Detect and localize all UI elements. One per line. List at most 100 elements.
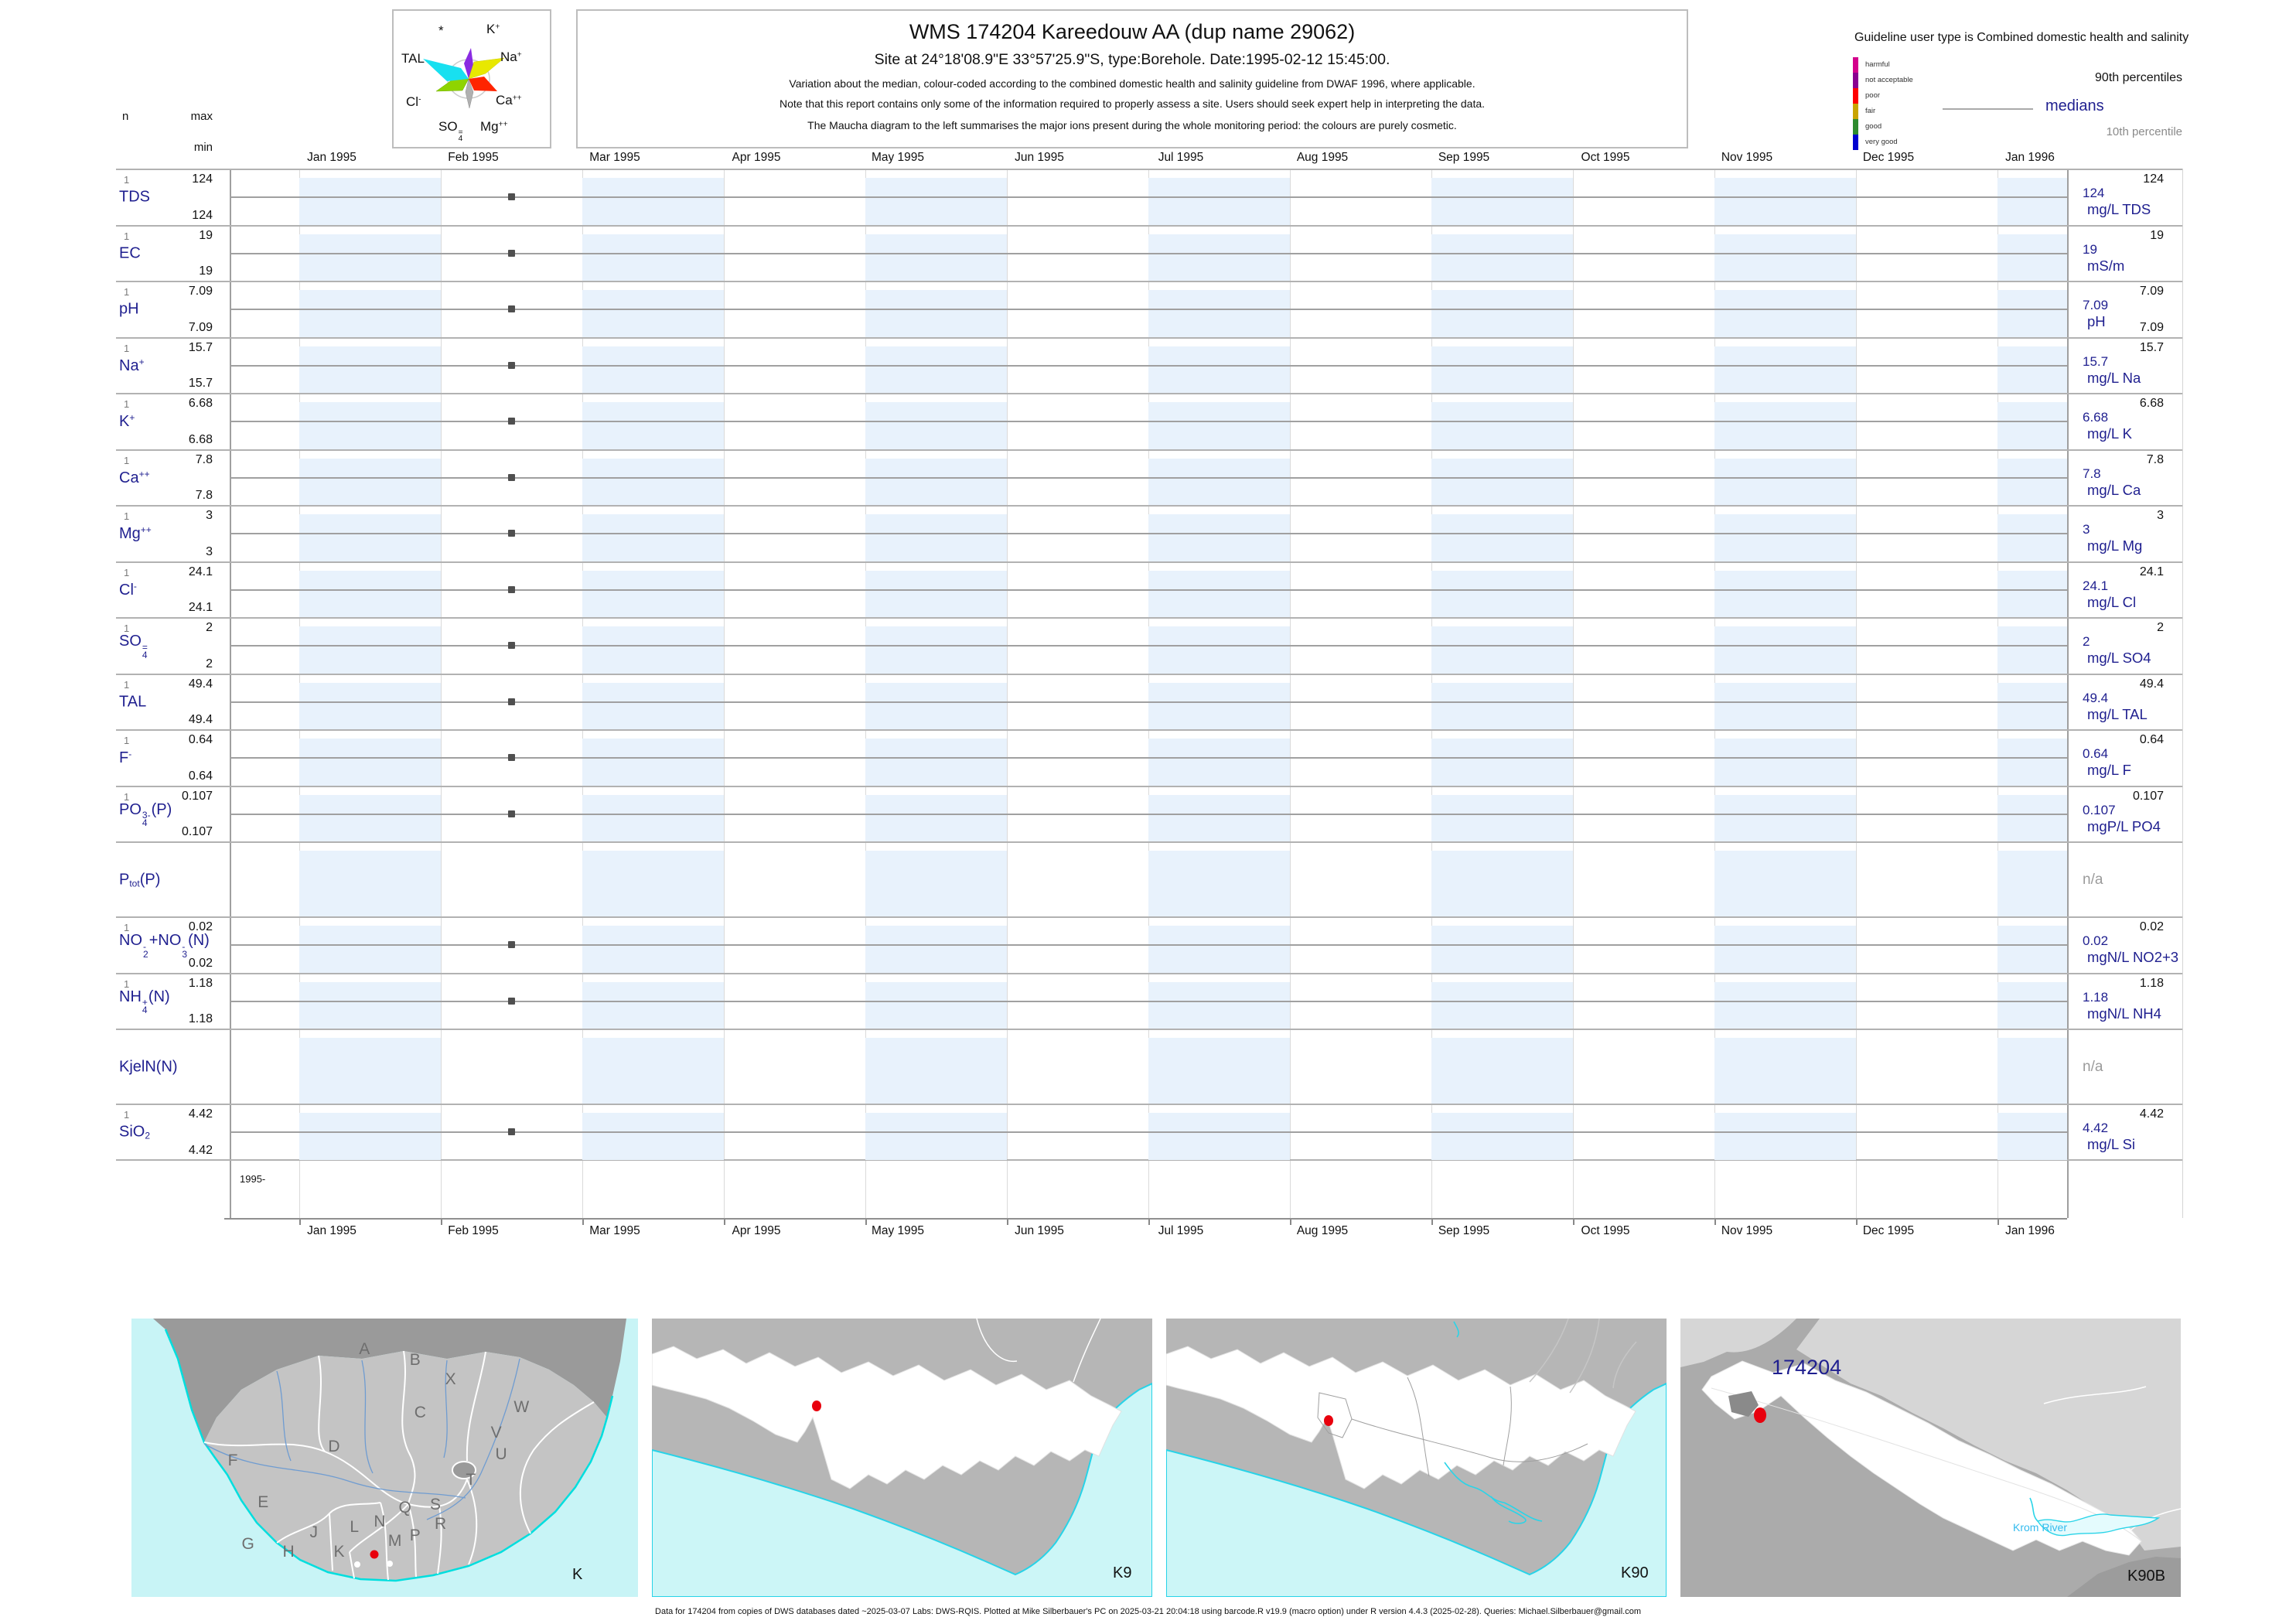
estuary-notch-1 [354, 1561, 360, 1568]
min-value: 7.09 [188, 320, 213, 334]
median-value: 7.8 [2083, 466, 2101, 481]
shaded-month-band [299, 178, 441, 225]
shaded-month-band [582, 290, 724, 337]
maucha-wedge-cl [435, 78, 469, 92]
region-letter-T: T [466, 1470, 476, 1489]
min-value: 0.107 [181, 825, 213, 838]
shaded-month-band [582, 626, 724, 674]
parameter-row-PO4: 1 0.107 0.107 PO 3- 4 (P) 0.107 0.107 mgP/L PO4 [116, 785, 2182, 841]
maucha-label-Mg: Mg++ [480, 119, 508, 134]
shaded-month-band [1997, 290, 2067, 337]
parameter-label: SO = 4 [119, 633, 148, 660]
shaded-month-band [1714, 346, 1856, 393]
median-line [230, 944, 2067, 947]
unit-label: mg/L Si [2087, 1136, 2136, 1152]
region-letter-G: G [241, 1534, 254, 1553]
month-gridline [1856, 169, 1857, 1218]
shaded-month-band [1148, 626, 1290, 674]
shaded-month-band [1714, 290, 1856, 337]
maucha-wedge-na [468, 57, 505, 80]
month-label-top: Jan 1995 [307, 151, 357, 164]
drainage-region-boundaries [203, 1350, 595, 1581]
shaded-month-band [865, 682, 1007, 729]
shaded-month-band [1148, 234, 1290, 281]
region-letter-W: W [513, 1398, 530, 1417]
axis-tick [1007, 1220, 1008, 1225]
parameter-row-Na: 1 15.7 15.7 Na+ 15.7 15.7 mg/L Na [116, 336, 2182, 393]
min-value: 19 [199, 264, 213, 278]
labels-right-edge [2182, 169, 2183, 1218]
max-value: 15.7 [188, 340, 213, 354]
parameter-label: Na+ [119, 356, 145, 374]
krom-river-dam [2029, 1497, 2161, 1537]
shaded-month-band [582, 458, 724, 505]
shaded-month-band [1431, 178, 1573, 225]
sample-count: 1 [124, 398, 130, 410]
month-label-bottom: Apr 1995 [732, 1224, 781, 1237]
shaded-month-band [1714, 570, 1856, 617]
map-corner-label-k90b: K90B [2127, 1568, 2165, 1585]
parameter-label: TAL [119, 693, 147, 711]
shaded-month-band [299, 402, 441, 449]
shaded-month-band [1997, 402, 2067, 449]
shaded-month-band [1431, 234, 1573, 281]
shaded-month-band [1997, 234, 2067, 281]
parameter-label: Ca++ [119, 468, 150, 486]
no-data-label: n/a [2083, 871, 2103, 888]
month-label-top: Apr 1995 [732, 151, 781, 164]
maucha-diagram [423, 48, 505, 109]
shaded-month-band [582, 739, 724, 786]
region-letter-A: A [359, 1339, 370, 1358]
month-label-bottom: May 1995 [871, 1224, 925, 1237]
unit-label: mg/L Na [2087, 369, 2141, 386]
median-line [230, 1131, 2067, 1134]
month-gridline [1007, 169, 1008, 1218]
data-point-dot [508, 698, 515, 705]
shaded-month-band [299, 1038, 441, 1104]
parameter-row-SO4: 1 2 2 SO = 4 2 2 mg/L SO4 [116, 617, 2182, 674]
median-line [230, 196, 2067, 199]
median-line [230, 476, 2067, 479]
unit-label: mg/L SO4 [2087, 650, 2151, 666]
p90-value: 4.42 [2139, 1107, 2164, 1121]
shaded-month-band [1148, 851, 1290, 916]
sample-count: 1 [124, 286, 130, 298]
map-k90-svg [1166, 1319, 1667, 1597]
region-letter-J: J [309, 1523, 319, 1542]
maucha-label-Na: Na+ [500, 49, 522, 64]
shaded-month-band [865, 739, 1007, 786]
class-label-poor: poor [1865, 91, 1881, 100]
shaded-month-band [1997, 514, 2067, 561]
shaded-month-band [1148, 794, 1290, 841]
shaded-month-band [1148, 402, 1290, 449]
shaded-month-band [1148, 682, 1290, 729]
axis-tick [1431, 1220, 1433, 1225]
shaded-month-band [1714, 402, 1856, 449]
shaded-month-band [865, 1038, 1007, 1104]
shaded-month-band [1431, 851, 1573, 916]
coastline [164, 1329, 614, 1582]
sample-count: 1 [124, 230, 130, 242]
month-label-bottom: Jul 1995 [1158, 1224, 1204, 1237]
shaded-month-band [1148, 926, 1290, 973]
parameter-label: PO 3- 4 (P) [119, 800, 172, 829]
plot-right-edge [2067, 169, 2069, 1218]
shaded-month-band [1431, 626, 1573, 674]
max-value: 19 [199, 228, 213, 242]
shaded-month-band [1148, 458, 1290, 505]
month-label-bottom: Oct 1995 [1581, 1224, 1630, 1237]
data-point-dot [508, 642, 515, 650]
shaded-month-band [1997, 981, 2067, 1029]
min-value: 2 [206, 657, 213, 670]
region-letter-V: V [490, 1423, 502, 1441]
note-expert: Note that this report contains only some… [779, 97, 1486, 110]
unit-label: mg/L Ca [2087, 481, 2141, 498]
note-variation: Variation about the median, colour-coded… [789, 77, 1476, 90]
data-point-dot [508, 1128, 515, 1136]
sample-count: 1 [124, 977, 130, 990]
legend-median-line-sample [1943, 108, 2033, 110]
krom-river-lines [1444, 1321, 1543, 1524]
unit-label: mg/L Cl [2087, 593, 2137, 610]
shaded-month-band [1148, 290, 1290, 337]
